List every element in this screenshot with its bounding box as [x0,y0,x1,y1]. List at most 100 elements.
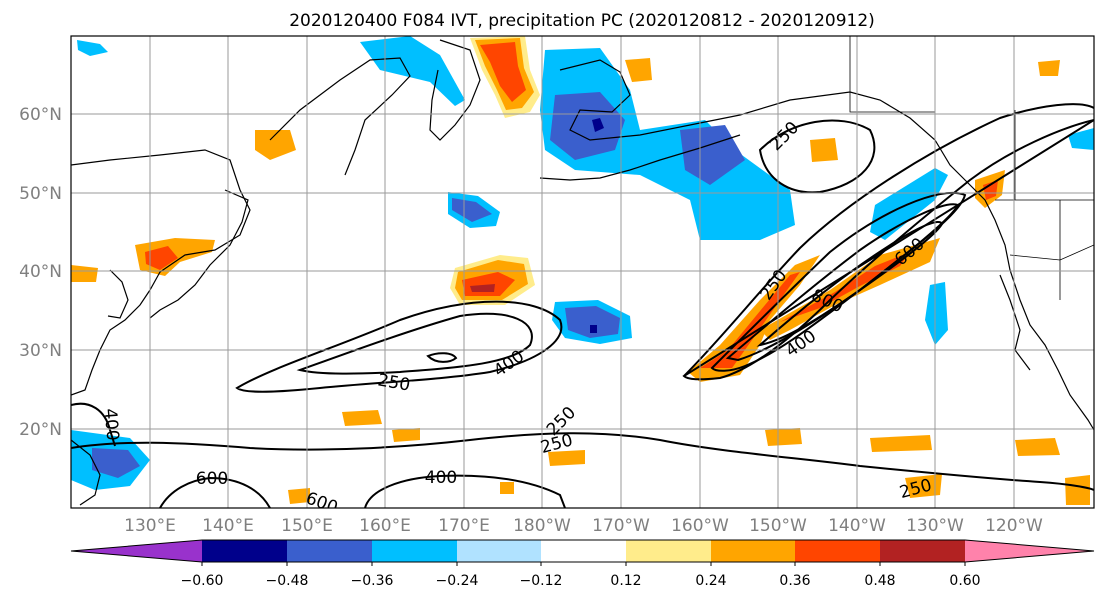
precip-area [392,428,420,442]
colorbar-tick-label: −0.12 [520,573,563,589]
colorbar: −0.60 −0.48 −0.36 −0.24 −0.12 0.12 0.24 … [70,539,1095,589]
colorbar-extend-high [965,540,1094,562]
colorbar-tick-label: 0.60 [949,573,980,589]
lat-label: 30°N [19,341,62,361]
precip-area [870,435,932,452]
colorbar-tick-label: −0.48 [266,573,309,589]
precip-area [925,282,948,345]
latitude-labels: 60°N 50°N 40°N 30°N 20°N [19,105,62,440]
colorbar-bin [880,540,965,562]
precip-area [680,125,745,185]
ivt-contour-600-south [159,476,271,508]
ivt-contour-250-south [71,432,1094,491]
colorbar-tick-label: −0.60 [181,573,224,589]
lon-label: 120°W [985,516,1043,536]
map-frame [70,35,1095,509]
lon-label: 140°E [202,516,254,536]
precip-area [905,474,942,498]
precip-area [77,40,108,56]
precip-area [540,48,795,240]
ivt-contour-250-west [235,300,563,393]
ivt-contour-250-north [758,119,876,194]
precip-area [550,92,625,160]
colorbar-extend-low [71,540,202,562]
colorbar-bin [795,540,880,562]
lon-label: 130°E [124,516,176,536]
coastline-mexico [999,274,1031,371]
precip-area [548,450,585,466]
ivt-contour-800-ar [756,221,944,347]
precip-area [700,272,800,368]
precip-area [92,448,140,478]
precip-area [360,36,465,106]
lon-label: 150°E [281,516,333,536]
lon-label: 140°W [828,516,886,536]
contour-label: 400 [425,468,457,488]
coastline-korea [107,269,129,319]
longitude-labels: 130°E 140°E 150°E 160°E 170°E 180°W 170°… [124,516,1043,536]
colorbar-ticks [201,562,966,566]
lat-label: 20°N [19,420,62,440]
precip-area [452,198,492,222]
precip-area [592,118,604,132]
coastline-japan [149,189,249,319]
lon-label: 180°W [513,516,571,536]
coastline-philippines [71,439,101,506]
ivt-contours [71,103,1094,508]
colorbar-tick-label: −0.36 [351,573,394,589]
precip-area [590,325,597,333]
colorbar-tick-label: 0.48 [864,573,895,589]
precip-area [470,284,495,292]
ivt-contour-400-south [364,474,566,508]
coastline-alaska [559,59,1094,431]
map-title: 2020120400 F084 IVT, precipitation PC (2… [289,11,875,31]
colorbar-bin [541,540,626,562]
precip-area [1068,128,1094,150]
contour-label: 400 [100,408,123,442]
precip-area [500,482,514,494]
ivt-contour-600-west [426,352,458,363]
precip-area [625,58,652,82]
colorbar-bin [711,540,795,562]
lon-label: 160°E [359,516,411,536]
precip-area [288,488,310,504]
colorbar-tick-label: 0.12 [610,573,641,589]
lat-label: 60°N [19,105,62,125]
political-borders [849,36,1094,300]
lon-label: 130°W [906,516,964,536]
map-panel: 250 400 250 250 400 600 800 600 250 400 … [70,35,1095,509]
colorbar-tick-label: 0.24 [695,573,726,589]
ivt-contour-400-west [296,312,533,375]
lat-label: 40°N [19,262,62,282]
precip-area [1065,475,1090,505]
lon-label: 160°W [671,516,729,536]
lon-label: 150°W [749,516,807,536]
contour-label: 600 [196,469,228,489]
colorbar-bin [287,540,372,562]
precip-area [983,180,998,200]
precip-area [145,246,178,270]
coastline-kamchatka [429,39,481,141]
precip-area [765,428,802,446]
coastline-siberia [269,57,411,176]
precip-area [342,410,382,426]
colorbar-bin [626,540,711,562]
lat-label: 50°N [19,184,62,204]
colorbar-bin [372,540,457,562]
graticule [71,36,1094,508]
border-line [849,36,935,113]
colorbar-bin [202,540,287,562]
lon-label: 170°W [592,516,650,536]
precip-area [71,265,98,282]
precip-area [255,130,296,160]
ivt-contour-400-sw [71,402,116,447]
precip-area [1038,60,1060,76]
ivt-contour-250-ar [682,103,1094,381]
precip-area [480,42,526,102]
colorbar-tick-label: 0.36 [779,573,810,589]
precip-area [810,138,838,162]
lon-label: 170°E [438,516,490,536]
colorbar-tick-label: −0.24 [436,573,479,589]
precip-area [565,306,620,338]
colorbar-bin [457,540,541,562]
